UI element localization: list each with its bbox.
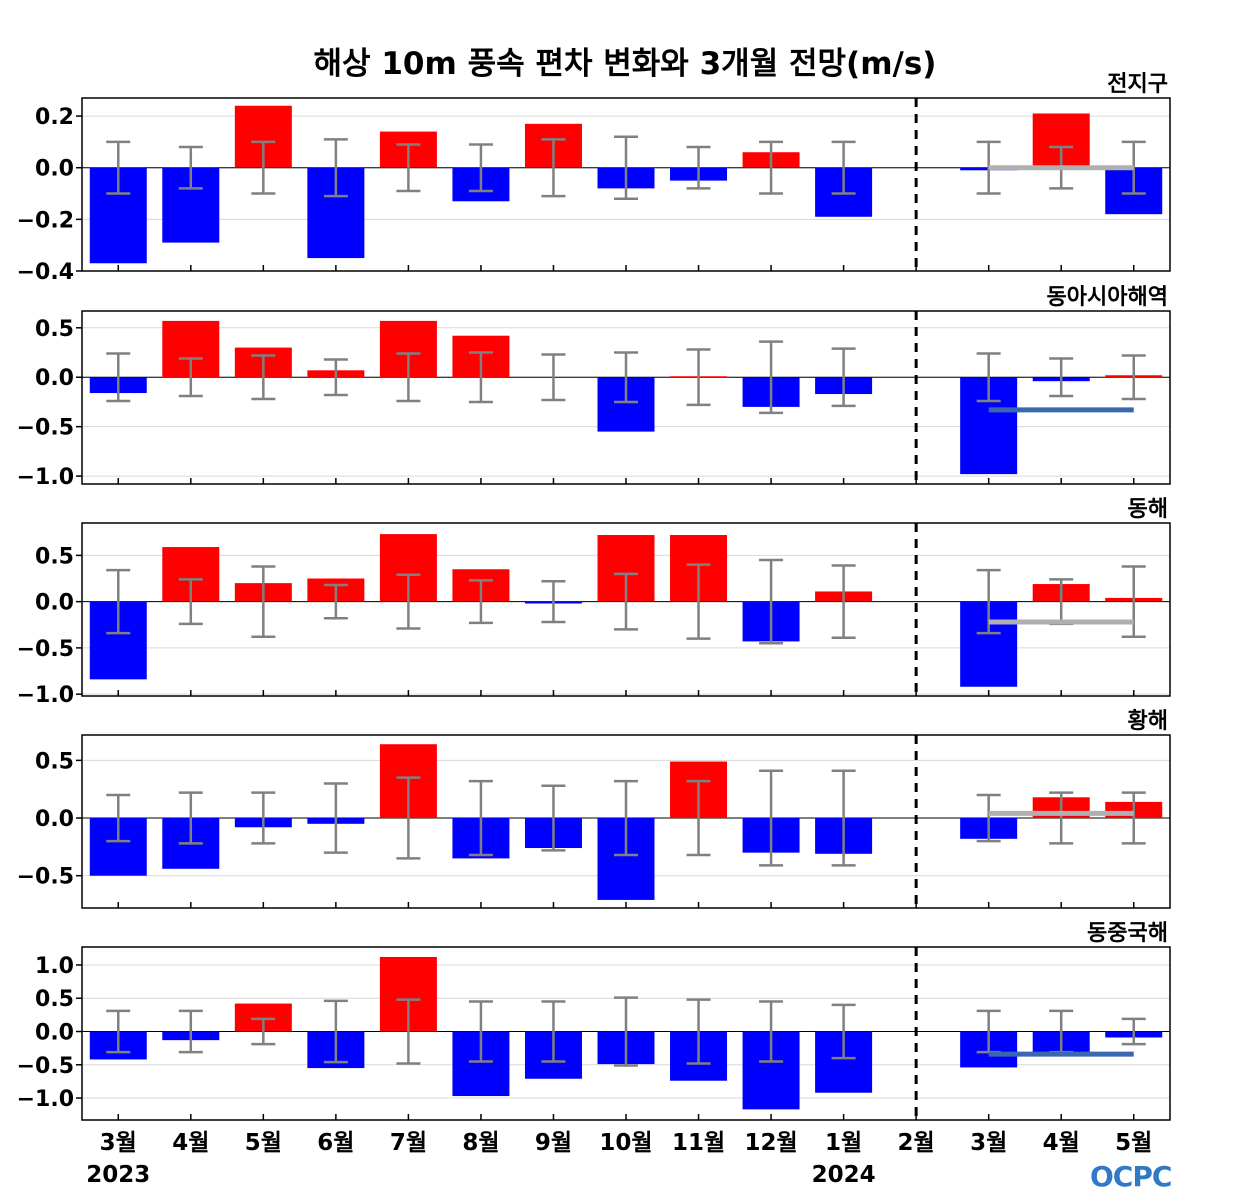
- x-tick-label: 9월: [535, 1130, 572, 1156]
- panel-2: 0.5 0.0 −0.5 −1.0 동아시아해역: [17, 285, 1171, 490]
- x-tick-label: 3월: [100, 1130, 137, 1156]
- y-tick-label: −0.5: [17, 637, 74, 662]
- x-tick-label: 1월: [825, 1130, 862, 1156]
- x-tick-label: 8월: [462, 1130, 499, 1156]
- x-tick-label: 4월: [1043, 1130, 1080, 1156]
- ocpc-logo: OCPC: [1090, 1160, 1172, 1193]
- y-tick-label: −1.0: [17, 683, 74, 708]
- x-tick-label: 10월: [599, 1130, 652, 1156]
- y-tick-label: 0.0: [35, 366, 74, 391]
- x-tick-label: 2월: [898, 1130, 935, 1156]
- x-tick-label: 5월: [1115, 1130, 1152, 1156]
- panel-name: 동중국해: [1087, 921, 1168, 946]
- x-tick-label: 12월: [744, 1130, 797, 1156]
- year-label: 2023: [86, 1162, 150, 1188]
- y-tick-label: 0.5: [35, 987, 74, 1012]
- y-tick-label: 0.0: [35, 807, 74, 832]
- y-tick-label: 0.2: [35, 105, 74, 130]
- x-tick-label: 3월: [970, 1130, 1007, 1156]
- panel-4: 0.5 0.0 −0.5 황해: [17, 709, 1171, 909]
- y-tick-label: −0.5: [17, 416, 74, 441]
- y-tick-label: 0.0: [35, 1021, 74, 1046]
- y-tick-label: −0.4: [17, 260, 74, 285]
- y-tick-label: −1.0: [17, 465, 74, 490]
- y-tick-label: 0.0: [35, 157, 74, 182]
- y-tick-label: −0.5: [17, 1054, 74, 1079]
- panel-name: 황해: [1128, 709, 1168, 734]
- panel-name: 동해: [1128, 497, 1168, 522]
- x-tick-label: 11월: [672, 1130, 725, 1156]
- y-tick-label: 0.5: [35, 317, 74, 342]
- panel-3: 0.5 0.0 −0.5 −1.0 동해: [17, 497, 1171, 708]
- y-tick-label: 0.5: [35, 749, 74, 774]
- panel-5: 1.0 0.5 0.0 −0.5 −1.0 동중국해: [17, 921, 1171, 1121]
- y-tick-label: −1.0: [17, 1087, 74, 1112]
- panel-name: 동아시아해역: [1047, 285, 1168, 310]
- panel-1: 0.2 0.0 −0.2 −0.4 전지구: [17, 72, 1171, 285]
- x-tick-label: 4월: [172, 1130, 209, 1156]
- y-tick-label: −0.5: [17, 865, 74, 890]
- y-tick-label: 1.0: [35, 954, 74, 979]
- chart-title: 해상 10m 풍속 편차 변화와 3개월 전망(m/s): [313, 46, 937, 82]
- year-label: 2024: [812, 1162, 876, 1188]
- y-tick-label: −0.2: [17, 208, 74, 233]
- x-tick-label: 5월: [245, 1130, 282, 1156]
- x-tick-label: 6월: [317, 1130, 354, 1156]
- y-tick-label: 0.5: [35, 544, 74, 569]
- x-tick-label: 7월: [390, 1130, 427, 1156]
- panel-name: 전지구: [1107, 72, 1168, 97]
- y-tick-label: 0.0: [35, 591, 74, 616]
